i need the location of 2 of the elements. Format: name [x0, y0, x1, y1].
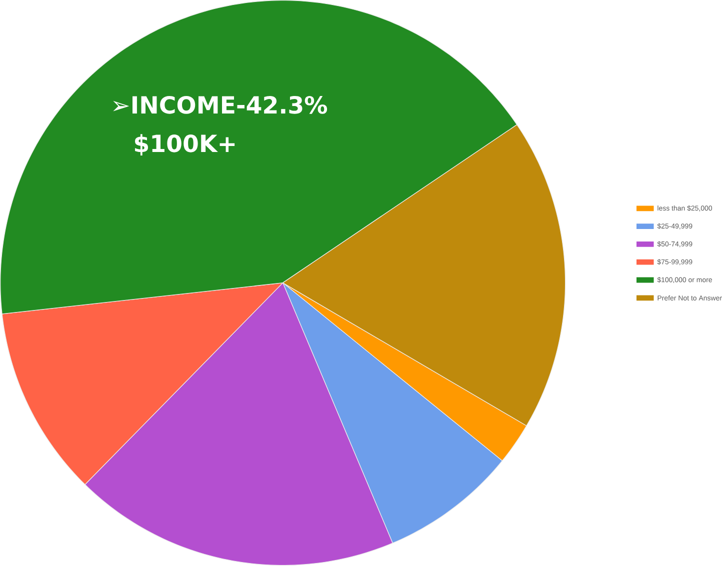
text: ➢INCOME-42.3% [113, 96, 328, 114]
text: $100K+ [135, 134, 235, 156]
